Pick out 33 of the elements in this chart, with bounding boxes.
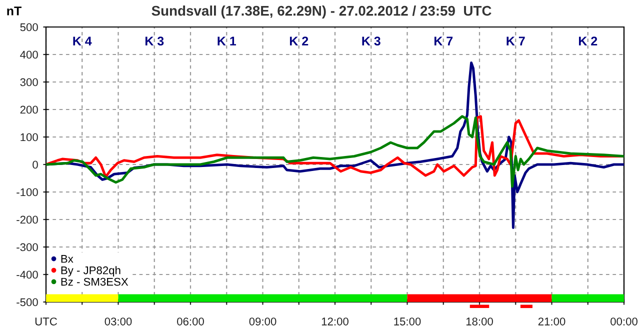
y-tick-label: 0	[32, 160, 38, 169]
y-tick-label: 500	[20, 23, 38, 32]
y-tick-label: 200	[20, 106, 38, 114]
x-tick-label: 21:00	[538, 318, 566, 326]
y-tick-label: -300	[16, 243, 38, 252]
y-tick-label: -500	[16, 298, 38, 306]
annotation: K 3	[362, 36, 380, 46]
legend-label: Bx	[61, 255, 74, 263]
annotation: K 4	[73, 36, 92, 46]
y-tick-label: 400	[20, 50, 38, 59]
x-tick-label: 00:00	[610, 318, 638, 326]
annotation: K 7	[506, 36, 525, 46]
legend-label: By - JP82qh	[61, 266, 120, 276]
annotation: K 7	[434, 36, 453, 46]
annotation: K 2	[578, 36, 598, 46]
x-tick-label: 03:00	[104, 318, 132, 326]
x-tick-label: 06:00	[177, 318, 204, 326]
y-tick-label: -200	[16, 216, 38, 224]
x-tick-label: 09:00	[249, 318, 276, 326]
x-tick-label: 18:00	[466, 318, 493, 326]
y-tick-label: -400	[16, 270, 38, 279]
annotation: K 2	[290, 36, 308, 46]
annotation: K 1	[218, 36, 236, 46]
legend-label: Bz - SM3ESX	[61, 278, 128, 286]
y-tick-label: 300	[20, 78, 38, 86]
y-tick-label: 100	[20, 133, 38, 142]
chart-title: Sundsvall (17.38E, 62.29N) - 27.02.2012 / 23:59 UTC	[152, 6, 492, 18]
y-tick-label: -100	[16, 188, 38, 196]
annotation: K 3	[145, 36, 164, 46]
x-tick-label: 12:00	[322, 318, 348, 326]
x-tick-label: 15:00	[394, 318, 421, 326]
x-tick-label: UTC	[35, 318, 57, 326]
y-axis-title: nT	[7, 6, 22, 16]
